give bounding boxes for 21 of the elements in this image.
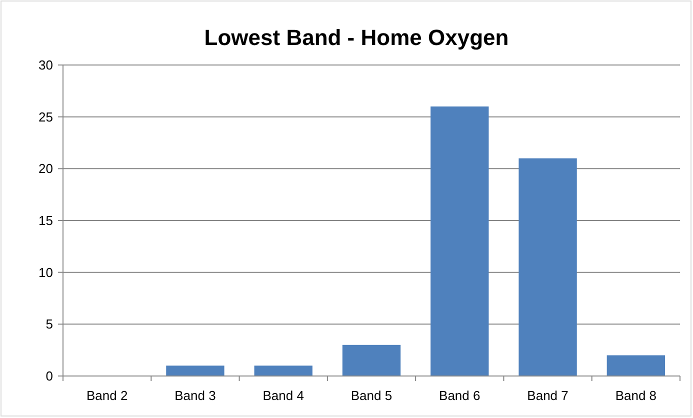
x-tick-label: Band 3 xyxy=(174,388,216,403)
chart-title: Lowest Band - Home Oxygen xyxy=(204,25,509,50)
x-tick-label: Band 2 xyxy=(86,388,128,403)
y-tick-label: 5 xyxy=(46,316,53,332)
x-tick-label: Band 5 xyxy=(350,388,392,403)
y-tick-label: 30 xyxy=(38,58,53,73)
y-tick-label: 15 xyxy=(38,213,53,228)
bar xyxy=(606,355,666,376)
bar xyxy=(254,366,312,376)
y-tick-label: 25 xyxy=(38,109,53,124)
y-tick-label: 10 xyxy=(38,264,53,280)
y-tick-label: 0 xyxy=(46,368,53,384)
y-tick-label: 20 xyxy=(38,161,53,176)
bar xyxy=(518,158,577,376)
bar xyxy=(430,106,489,376)
x-tick-label: Band 7 xyxy=(527,388,568,403)
bar xyxy=(166,366,224,376)
x-tick-label: Band 8 xyxy=(615,388,657,403)
x-tick-label: Band 4 xyxy=(262,388,304,403)
x-tick-label: Band 6 xyxy=(439,388,480,403)
bar xyxy=(342,344,401,376)
